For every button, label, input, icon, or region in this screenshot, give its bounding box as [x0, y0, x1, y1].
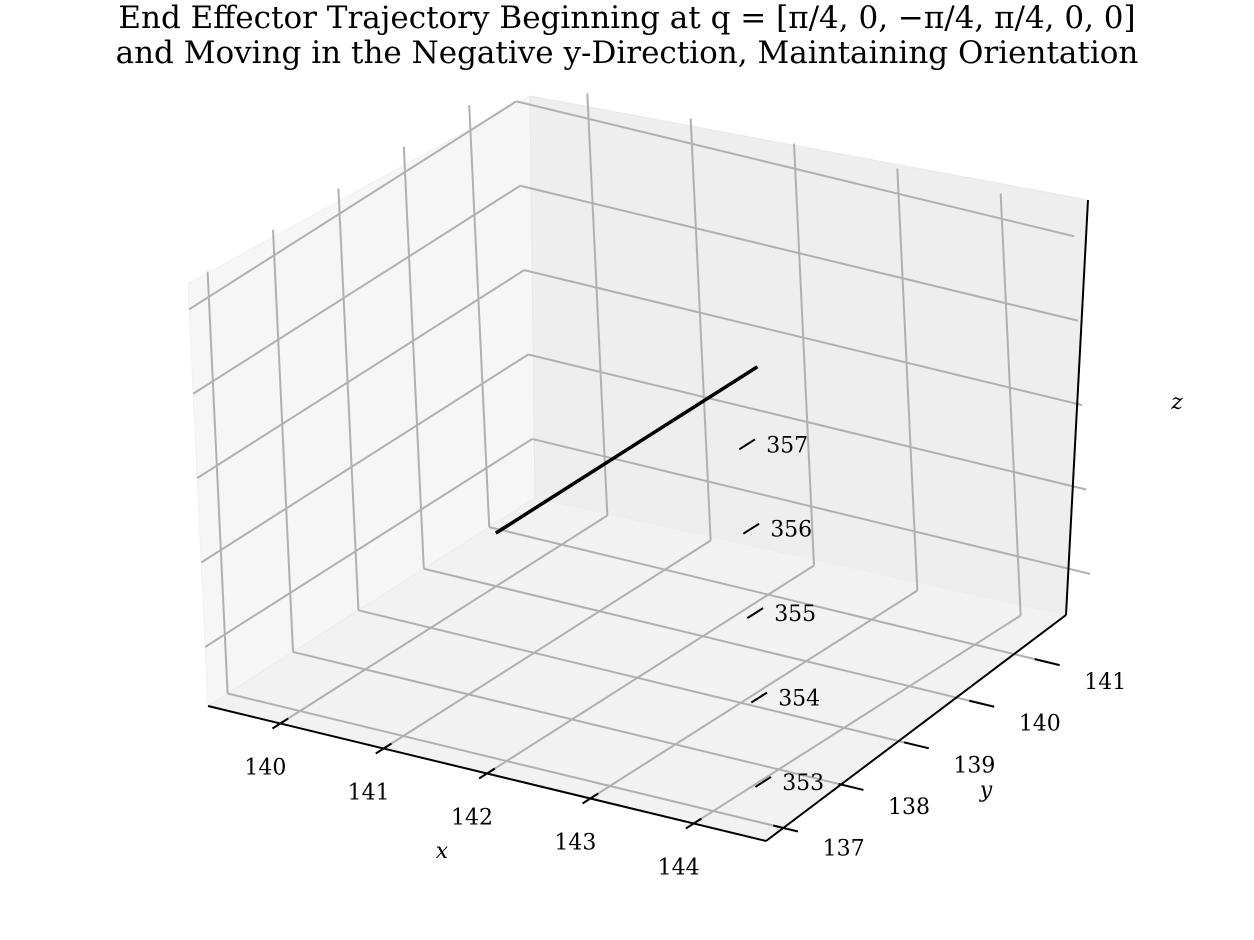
y-tick	[903, 741, 930, 750]
z-axis-line	[1065, 199, 1089, 616]
grid-lines	[188, 93, 1091, 830]
x-tick-label: 140	[244, 756, 286, 781]
grid-line-z-left	[196, 269, 525, 479]
grid-line-y-floor	[423, 567, 983, 705]
z-tick	[742, 522, 760, 535]
z-tick	[754, 776, 772, 788]
x-tick-label: 141	[348, 781, 390, 806]
chart-title-line-1: End Effector Trajectory Beginning at q =…	[118, 0, 1136, 36]
y-tick-label: 138	[888, 795, 930, 820]
z-axis-label: z	[1170, 390, 1183, 415]
grid-line-y-wall	[272, 229, 295, 652]
series	[494, 365, 759, 535]
grid-line-x-wall	[793, 143, 815, 566]
z-tick	[746, 607, 764, 619]
z-tick-label: 357	[766, 433, 808, 458]
y-tick-label: 139	[953, 753, 995, 778]
y-tick	[969, 699, 995, 708]
z-tick	[750, 691, 768, 704]
y-axis-label: y	[979, 778, 993, 803]
grid-line-z-left	[200, 353, 529, 564]
y-tick-label: 141	[1084, 670, 1126, 695]
grid-line-x-floor	[279, 514, 608, 725]
grid-line-y-wall	[402, 146, 425, 569]
x-tick-label: 142	[451, 806, 493, 831]
grid-line-z-left	[192, 184, 521, 395]
grid-line-y-wall	[206, 271, 229, 694]
grid-line-y-wall	[337, 188, 360, 611]
grid-line-x-wall	[689, 118, 712, 541]
x-tick	[478, 767, 496, 780]
grid-line-y-wall	[468, 105, 491, 528]
x-tick	[271, 717, 289, 730]
x-tick-label: 144	[658, 856, 700, 881]
x-tick-label: 143	[554, 831, 596, 856]
z-tick-label: 356	[770, 518, 812, 543]
grid-line-y-floor	[227, 692, 786, 830]
y-tick	[772, 824, 799, 833]
y-tick	[1034, 658, 1060, 667]
y-axis-line	[765, 614, 1067, 842]
grid-line-z-back	[519, 184, 1079, 322]
z-tick-label: 354	[778, 687, 820, 712]
grid-line-y-floor	[358, 609, 917, 747]
x-tick	[685, 817, 703, 830]
tick-labels: 140 141 142 143 144 137 138 139 140 141 353 354 355 3…	[244, 433, 1126, 880]
chart-title-line-2: and Moving in the Negative y-Direction, …	[115, 35, 1139, 71]
y-tick	[838, 782, 864, 791]
z-tick-label: 353	[782, 771, 824, 796]
x-tick	[375, 742, 393, 755]
grid-line-y-floor	[488, 526, 1048, 664]
x-tick	[581, 792, 599, 805]
z-tick	[738, 438, 756, 451]
grid-line-x-floor	[383, 539, 712, 750]
grid-line-x-wall	[586, 93, 609, 516]
grid-line-x-floor	[589, 589, 918, 800]
grid-line-x-wall	[999, 193, 1022, 616]
grid-line-z-back	[527, 353, 1087, 491]
x-axis-label: x	[436, 839, 449, 864]
grid-line-z-back	[523, 269, 1083, 407]
grid-line-z-left	[188, 100, 517, 311]
ticks	[271, 438, 1060, 833]
y-tick-label: 137	[823, 837, 865, 862]
trajectory-line	[494, 365, 759, 535]
grid-line-x-floor	[693, 614, 1022, 825]
grid-line-x-wall	[896, 168, 919, 591]
grid-line-z-left	[204, 438, 533, 648]
grid-line-z-back	[531, 437, 1091, 575]
grid-line-z-back	[515, 100, 1075, 238]
z-tick-label: 355	[774, 602, 816, 627]
grid-line-y-floor	[292, 650, 852, 788]
y-tick-label: 140	[1019, 712, 1061, 737]
grid-line-x-floor	[486, 564, 815, 775]
